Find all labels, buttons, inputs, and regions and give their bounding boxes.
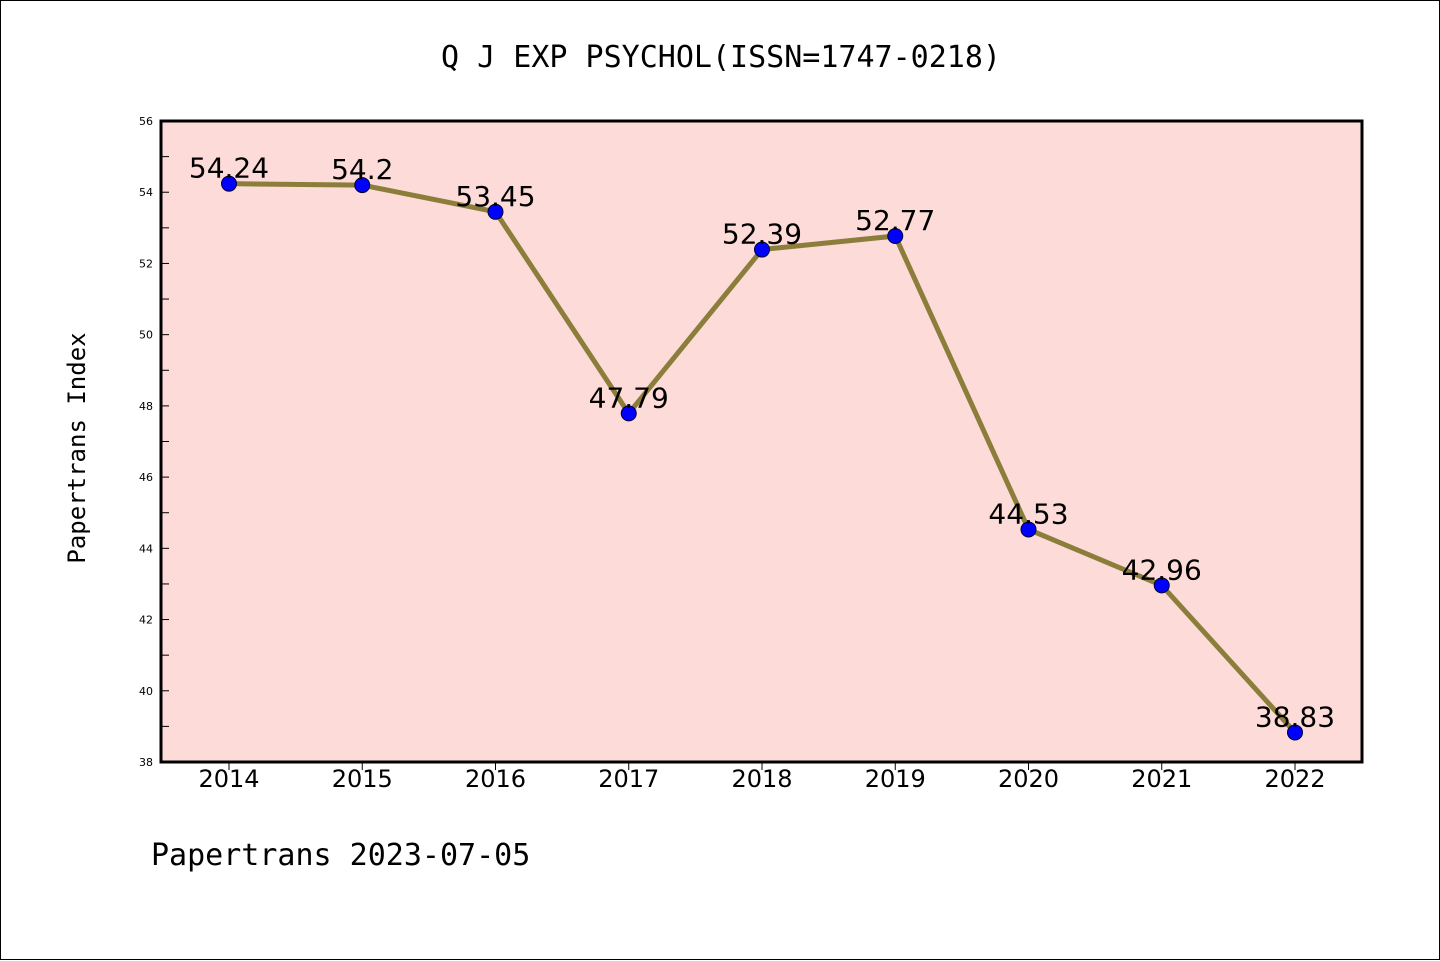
data-point-2018 <box>754 241 770 258</box>
y-tick-label: 42 <box>139 614 153 627</box>
y-tick-label: 54 <box>139 186 153 199</box>
data-point-2017 <box>620 405 637 422</box>
data-label-2022: 38.83 <box>1255 700 1335 733</box>
data-point-2015 <box>354 177 371 194</box>
data-labels: 54.24 54.2 53.45 47.79 52.39 52.77 44.53 42.96 3… <box>189 152 1335 734</box>
x-tick-label: 2018 <box>731 765 792 793</box>
data-label-2018: 52.39 <box>722 218 802 251</box>
y-axis: 38 40 42 44 46 48 50 52 54 56 <box>139 115 169 769</box>
data-label-2017: 47.79 <box>589 381 669 414</box>
data-markers <box>221 175 1303 741</box>
data-point-2019 <box>887 228 904 245</box>
plot-border <box>159 119 1364 764</box>
y-tick-label: 48 <box>139 400 153 413</box>
plot-area <box>161 121 1362 762</box>
data-label-2020: 44.53 <box>988 497 1068 530</box>
footer-date: Papertrans 2023-07-05 <box>151 838 530 873</box>
x-tick-label: 2021 <box>1131 765 1192 793</box>
y-tick-label: 46 <box>139 471 153 484</box>
x-tick-label: 2019 <box>865 765 926 793</box>
data-label-2016: 53.45 <box>455 180 535 213</box>
data-point-2022 <box>1287 724 1303 741</box>
x-tick-label: 2014 <box>198 765 259 793</box>
data-point-2016 <box>487 203 504 220</box>
x-tick-label: 2022 <box>1264 765 1325 793</box>
data-point-2020 <box>1020 521 1037 538</box>
x-tick-label: 2016 <box>465 765 526 793</box>
y-tick-label: 44 <box>139 542 153 555</box>
y-tick-label: 56 <box>139 115 153 128</box>
data-point-2021 <box>1153 577 1170 594</box>
chart-title: Q J EXP PSYCHOL(ISSN=1747-0218) <box>441 40 1001 75</box>
data-label-2019: 52.77 <box>855 204 935 237</box>
y-tick-label: 52 <box>139 257 153 270</box>
data-point-2014 <box>221 175 237 192</box>
x-axis: 2014 2015 2016 2017 2018 2019 2020 2021 2022 <box>198 762 1326 793</box>
data-label-2021: 42.96 <box>1122 553 1202 586</box>
x-tick-label: 2020 <box>998 765 1059 793</box>
y-tick-label: 40 <box>139 685 153 698</box>
x-tick-label: 2017 <box>598 765 659 793</box>
y-tick-label: 50 <box>139 329 153 342</box>
data-label-2014: 54.24 <box>189 152 269 185</box>
data-label-2015: 54.2 <box>331 153 393 186</box>
y-tick-label: 38 <box>139 756 153 769</box>
x-tick-label: 2015 <box>332 765 393 793</box>
y-axis-label: Papertrans Index <box>63 332 91 563</box>
